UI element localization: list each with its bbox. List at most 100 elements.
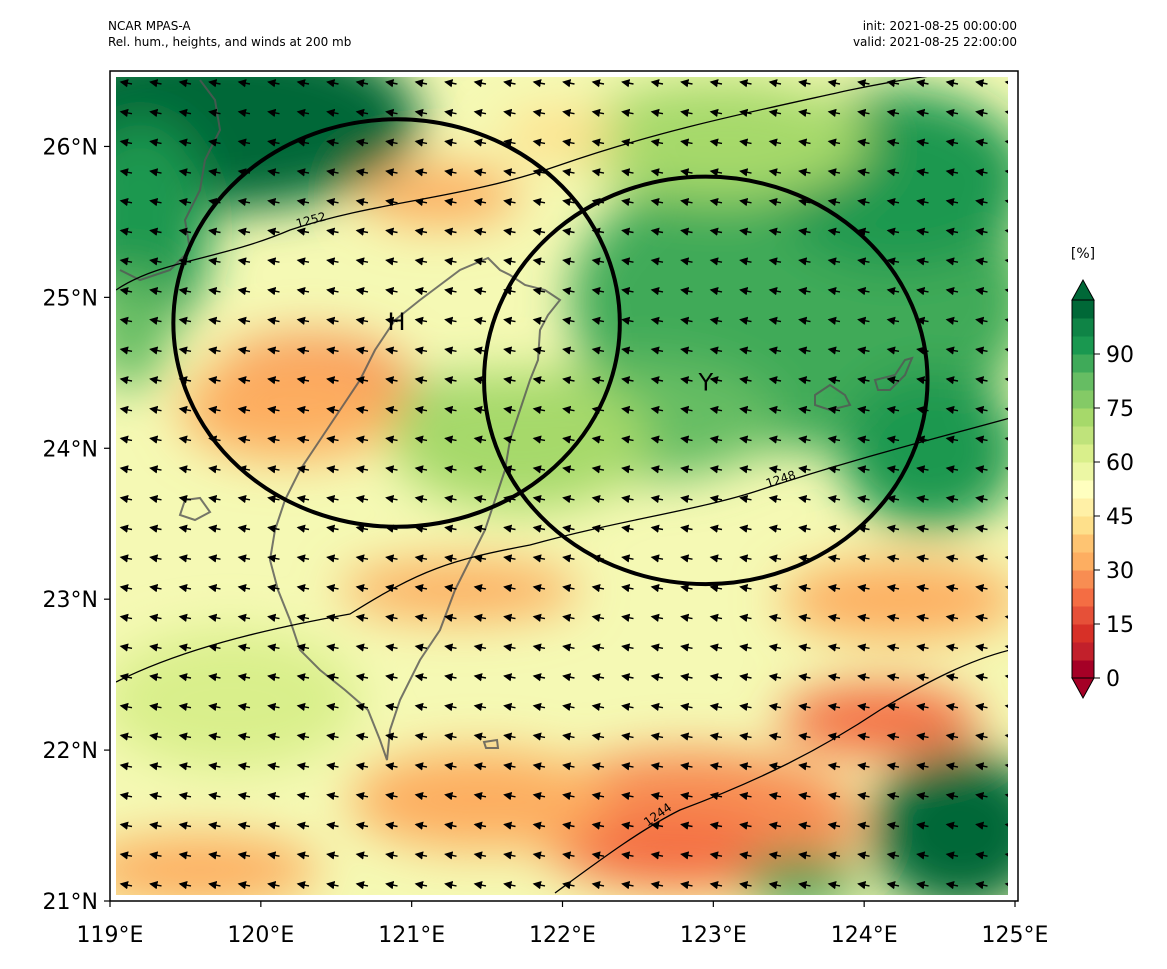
x-tick-label: 120°E (227, 923, 294, 948)
wind-arrow (945, 821, 959, 830)
wind-arrow (208, 584, 221, 593)
wind-arrow (621, 673, 634, 682)
colorbar-tick-label: 75 (1106, 397, 1134, 422)
wind-arrow (857, 554, 870, 563)
wind-arrow (591, 138, 605, 147)
wind-arrow (385, 791, 398, 801)
wind-arrow (857, 643, 870, 652)
wind-arrow (503, 643, 516, 652)
wind-arrow (267, 376, 280, 385)
wind-arrow (503, 227, 516, 236)
wind-arrow (444, 465, 457, 474)
wind-arrow (503, 821, 516, 830)
wind-arrow (886, 881, 900, 890)
wind-arrow (768, 524, 782, 533)
wind-arrow (857, 851, 870, 860)
wind-arrow (355, 316, 369, 325)
wind-arrow (916, 643, 929, 652)
wind-arrow (768, 465, 782, 474)
wind-arrow (1004, 732, 1008, 741)
wind-arrow (916, 702, 929, 712)
x-tick-label: 121°E (378, 923, 445, 948)
wind-arrow (267, 405, 280, 415)
wind-arrow (1004, 346, 1008, 355)
wind-arrow (473, 138, 487, 147)
wind-arrow (178, 851, 192, 860)
wind-arrow (886, 287, 900, 296)
wind-arrow (945, 762, 959, 771)
x-tick-label: 123°E (680, 923, 747, 948)
field-description: Rel. hum., heights, and winds at 200 mb (108, 35, 352, 49)
wind-arrow (886, 227, 900, 236)
wind-arrow (149, 643, 162, 652)
wind-arrow (739, 643, 752, 652)
wind-arrow (119, 197, 133, 207)
wind-arrow (473, 584, 487, 593)
wind-arrow (267, 257, 280, 266)
wind-arrow (208, 702, 221, 712)
colorbar-extend-max (1071, 278, 1095, 301)
wind-arrow (414, 316, 428, 325)
wind-arrow (414, 79, 428, 88)
wind-arrow (237, 227, 251, 236)
wind-arrow (355, 584, 369, 593)
wind-arrow (237, 108, 251, 118)
wind-arrow (562, 643, 575, 652)
wind-arrow (326, 821, 339, 830)
storm-markers: HY (388, 308, 714, 396)
wind-arrow (857, 227, 870, 236)
wind-arrow (444, 346, 457, 355)
wind-arrow (798, 584, 811, 593)
colorbar-segment (1072, 336, 1094, 355)
wind-arrow (739, 138, 752, 147)
wind-arrow (827, 405, 841, 415)
wind-arrow (1004, 881, 1008, 890)
wind-arrow (768, 346, 782, 355)
wind-arrow (975, 494, 988, 504)
wind-arrow (975, 584, 988, 593)
wind-arrow (444, 257, 457, 266)
wind-arrow (827, 643, 841, 652)
wind-arrow (119, 762, 133, 771)
wind-arrow (178, 465, 192, 474)
wind-arrow (355, 405, 369, 415)
wind-arrow (945, 465, 959, 474)
wind-arrow (916, 791, 929, 801)
wind-arrow (503, 762, 516, 771)
wind-arrow (650, 524, 664, 533)
wind-arrow (591, 851, 605, 860)
wind-arrow (532, 791, 546, 801)
wind-arrow (680, 465, 693, 474)
wind-arrow (650, 257, 664, 266)
wind-arrow (916, 732, 929, 741)
wind-arrow (739, 732, 752, 741)
wind-arrow (149, 613, 162, 622)
wind-arrow (414, 197, 428, 207)
valid-time: valid: 2021-08-25 22:00:00 (852, 35, 1017, 49)
colorbar-segment (1072, 390, 1094, 409)
wind-arrow (886, 79, 900, 88)
wind-arrow (178, 732, 192, 741)
wind-arrow (650, 584, 664, 593)
wind-arrow (237, 791, 251, 801)
wind-arrow (326, 257, 339, 266)
wind-arrow (444, 554, 457, 563)
wind-arrow (857, 287, 870, 296)
wind-arrow (444, 405, 457, 415)
wind-arrow (739, 524, 752, 533)
wind-arrow (798, 702, 811, 712)
wind-arrow (237, 643, 251, 652)
wind-arrow (650, 851, 664, 860)
wind-arrow (237, 851, 251, 860)
wind-arrow (1004, 257, 1008, 266)
wind-arrow (385, 108, 398, 118)
wind-arrow (178, 168, 192, 177)
wind-arrow (473, 702, 487, 712)
wind-arrow (798, 821, 811, 830)
wind-arrow (739, 613, 752, 622)
wind-arrow (385, 79, 398, 88)
wind-arrow (444, 287, 457, 296)
wind-arrow (709, 524, 723, 533)
wind-arrow (178, 762, 192, 771)
wind-arrow (208, 465, 221, 474)
